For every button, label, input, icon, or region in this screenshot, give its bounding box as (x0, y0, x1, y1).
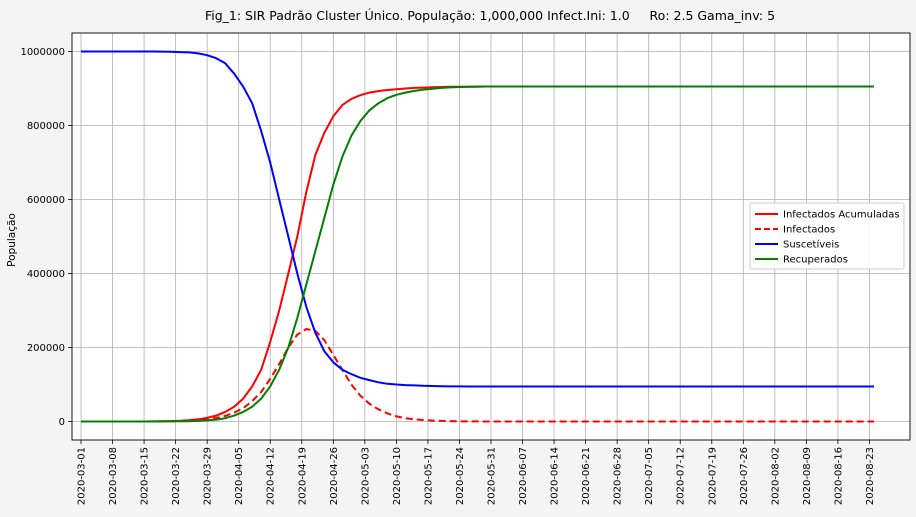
x-tick-label: 2020-03-01 (77, 447, 88, 505)
x-tick-label: 2020-04-12 (266, 447, 277, 505)
x-tick-label: 2020-05-03 (360, 447, 371, 505)
x-tick-label: 2020-06-14 (550, 447, 561, 505)
axes: 0 200000 400000 600000 800000 1000000 2020-03-… (20, 32, 911, 505)
legend-label: Infectados (783, 225, 835, 236)
legend-label: Infectados Acumuladas (783, 210, 900, 221)
x-tick-label: 2020-06-07 (518, 447, 529, 505)
series-line-suscet-veis (81, 50, 874, 388)
y-tick-label: 800000 (27, 121, 65, 132)
x-tick-label: 2020-07-19 (707, 447, 718, 505)
x-tick-label: 2020-07-05 (644, 447, 655, 505)
series-line-recuperados (81, 85, 874, 423)
x-tick-label: 2020-05-31 (487, 447, 498, 505)
series-lines (81, 50, 874, 423)
legend-label: Recuperados (783, 255, 848, 266)
y-axis-label: População (6, 213, 18, 267)
x-tick-label: 2020-04-26 (329, 447, 340, 505)
legend-label: Suscetíveis (783, 239, 839, 251)
x-tick-label: 2020-04-05 (234, 447, 245, 505)
x-tick-label: 2020-08-09 (802, 447, 813, 505)
x-tick-label: 2020-06-28 (613, 447, 624, 505)
x-tick-label: 2020-03-29 (203, 447, 214, 505)
x-tick-label: 2020-08-23 (865, 447, 876, 505)
x-tick-label: 2020-04-19 (297, 447, 308, 505)
legend-box (749, 202, 905, 270)
x-tick-label: 2020-05-17 (423, 447, 434, 505)
x-tick-label: 2020-07-26 (739, 447, 750, 505)
plot-frame (71, 32, 911, 441)
grid-lines (72, 33, 910, 440)
x-tick-label: 2020-03-15 (140, 447, 151, 505)
x-tick-label: 2020-06-21 (581, 447, 592, 505)
x-tick-label: 2020-05-24 (455, 447, 466, 505)
x-tick-label: 2020-03-22 (171, 447, 182, 505)
series-line-infectados (81, 328, 874, 423)
x-tick-label: 2020-08-02 (770, 447, 781, 505)
y-tick-label: 400000 (27, 269, 65, 280)
legend: Infectados Acumuladas Infectados Suscetíve… (749, 202, 905, 270)
x-tick-label: 2020-07-12 (676, 447, 687, 505)
x-tick-label: 2020-05-10 (392, 447, 403, 505)
y-tick-label: 600000 (27, 195, 65, 206)
x-tick-label: 2020-08-16 (833, 447, 844, 505)
y-tick-label: 1000000 (20, 47, 65, 58)
y-tick-label: 0 (59, 417, 65, 428)
chart-title: Fig_1: SIR Padrão Cluster Único. Populaç… (205, 8, 775, 23)
x-tick-label: 2020-03-08 (108, 447, 119, 505)
y-tick-label: 200000 (27, 343, 65, 354)
